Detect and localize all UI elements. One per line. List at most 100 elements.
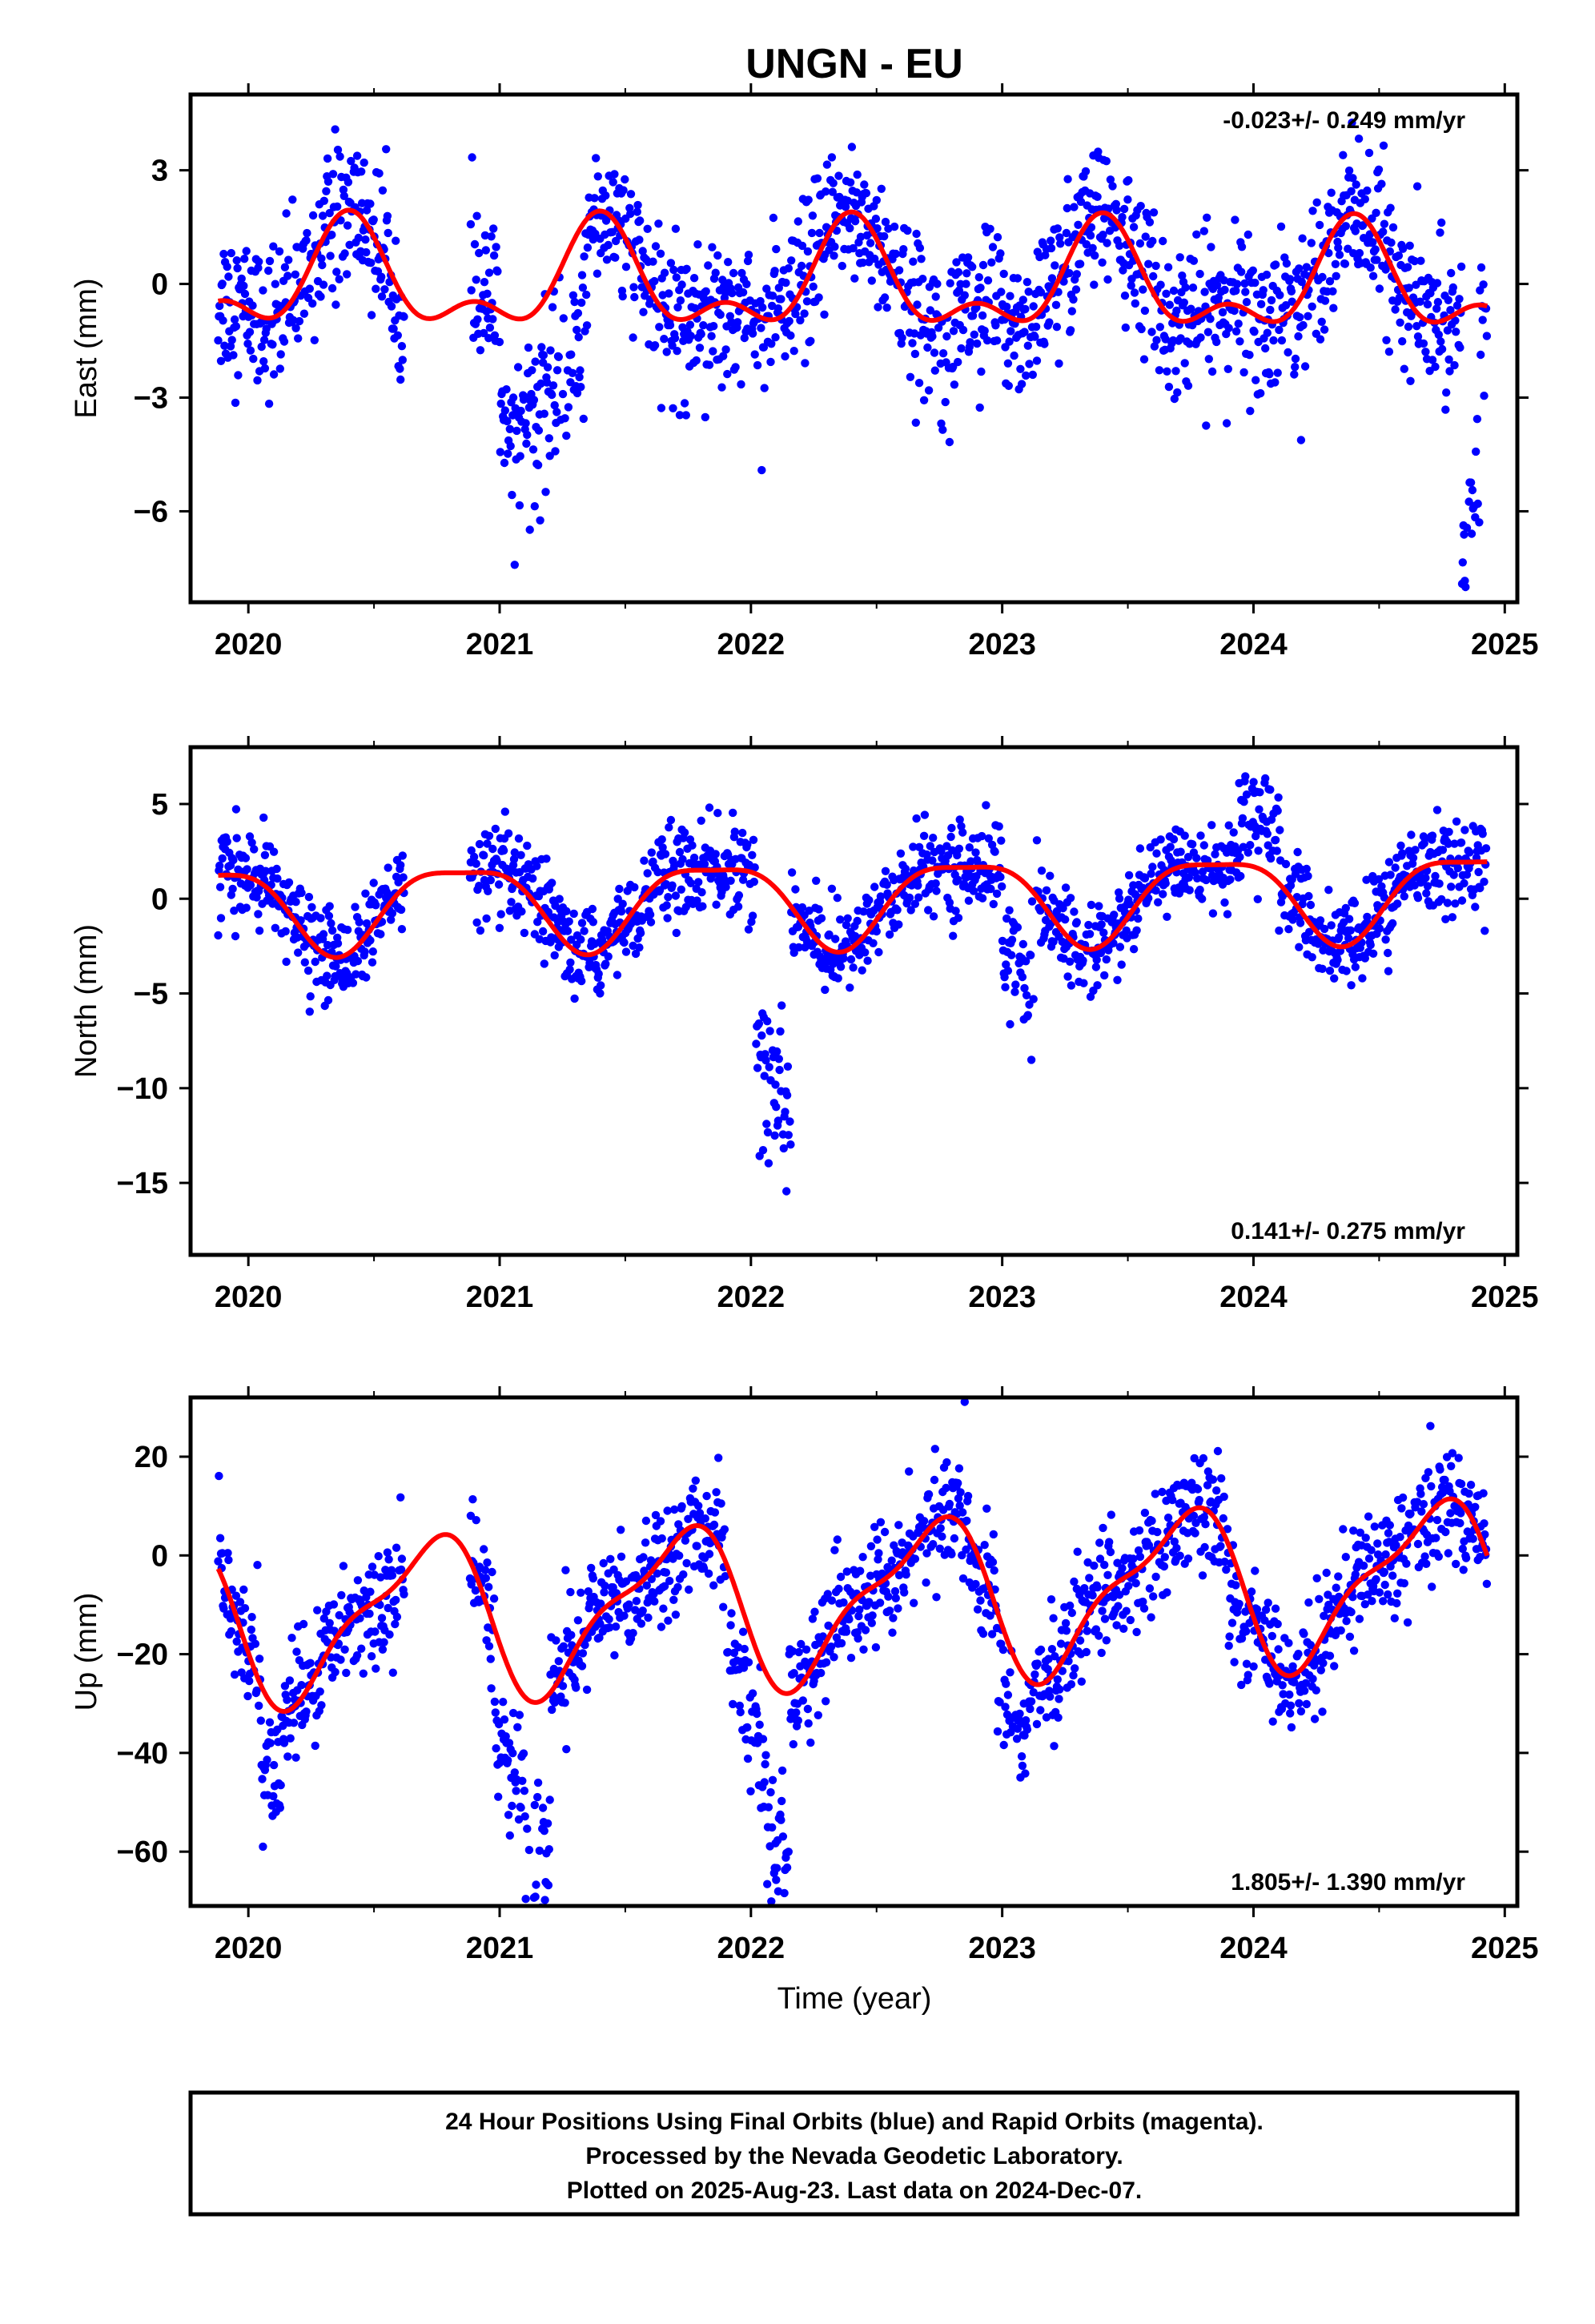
data-point: [1385, 1521, 1395, 1530]
data-point: [1444, 296, 1453, 304]
data-point: [604, 240, 613, 250]
data-point: [748, 911, 757, 920]
data-point: [997, 836, 1006, 845]
data-point: [1223, 1525, 1232, 1534]
data-point: [1273, 1619, 1282, 1629]
data-point: [1063, 972, 1072, 981]
data-point: [620, 938, 629, 947]
data-point: [1437, 218, 1446, 227]
data-point: [1050, 1742, 1059, 1751]
data-point: [1029, 302, 1038, 311]
data-point: [568, 1641, 577, 1650]
data-point: [357, 167, 366, 176]
data-point: [554, 1657, 563, 1666]
data-point: [806, 1738, 815, 1747]
data-point: [387, 915, 396, 924]
data-point: [1472, 415, 1482, 424]
data-point: [1456, 262, 1466, 271]
data-point: [823, 1590, 833, 1598]
data-point: [1207, 821, 1216, 830]
data-point: [254, 910, 263, 919]
data-point: [362, 247, 371, 257]
data-point: [815, 228, 824, 238]
data-point: [1126, 1615, 1135, 1625]
data-point: [1294, 332, 1303, 341]
data-point: [516, 406, 525, 416]
data-point: [1117, 960, 1126, 969]
data-point: [945, 898, 954, 907]
data-point: [1436, 1465, 1444, 1474]
data-point: [638, 1606, 647, 1615]
data-point: [937, 419, 946, 428]
data-point: [584, 1587, 593, 1596]
data-point: [891, 249, 901, 259]
data-point: [513, 363, 523, 372]
data-point: [550, 400, 559, 410]
data-point: [1239, 798, 1248, 806]
y-tick-label: −6: [134, 495, 168, 529]
data-point: [965, 843, 974, 852]
data-point: [1098, 1606, 1107, 1615]
data-point: [521, 419, 530, 428]
data-point: [1424, 1468, 1433, 1477]
data-point: [496, 399, 505, 408]
data-point: [957, 344, 966, 353]
data-point: [808, 211, 818, 220]
data-point: [1387, 238, 1396, 247]
data-point: [1140, 874, 1150, 883]
data-point: [1243, 1671, 1253, 1679]
data-point: [954, 844, 964, 854]
data-point: [1017, 1752, 1027, 1761]
data-point: [1396, 318, 1404, 327]
data-point: [582, 1685, 592, 1695]
data-point: [1291, 363, 1300, 372]
data-point: [1300, 1687, 1309, 1695]
data-point: [508, 1801, 516, 1811]
data-point: [1099, 1523, 1107, 1533]
data-point: [768, 1823, 777, 1832]
data-point: [757, 324, 765, 332]
data-point: [880, 231, 889, 241]
data-point: [1480, 1530, 1489, 1539]
data-point: [954, 1478, 962, 1488]
data-point: [659, 1604, 668, 1613]
data-point: [781, 1108, 789, 1116]
data-point: [492, 1744, 500, 1753]
data-point: [1351, 1570, 1360, 1579]
data-point: [1047, 243, 1056, 253]
data-point: [500, 1715, 509, 1724]
data-point: [808, 1614, 818, 1623]
data-point: [1316, 335, 1325, 344]
data-point: [1434, 330, 1444, 340]
data-point: [912, 229, 921, 239]
data-point: [1046, 1692, 1055, 1701]
data-point: [673, 1582, 682, 1592]
data-point: [938, 425, 947, 434]
data-point: [1156, 835, 1165, 844]
data-point: [827, 153, 837, 162]
data-point: [658, 843, 667, 852]
data-point: [802, 1645, 811, 1654]
data-point: [480, 875, 489, 885]
data-point: [878, 1569, 886, 1578]
data-point: [1072, 270, 1082, 279]
data-point: [1200, 1542, 1209, 1552]
data-point: [661, 1568, 671, 1577]
data-point: [738, 828, 747, 838]
y-tick-label: −40: [117, 1737, 168, 1771]
data-point: [1067, 307, 1077, 316]
data-point: [787, 256, 796, 265]
data-point: [468, 153, 476, 162]
data-point: [1450, 839, 1459, 848]
data-point: [1220, 285, 1229, 295]
y-tick-label: −20: [117, 1638, 168, 1672]
data-point: [400, 1590, 408, 1599]
data-point: [818, 1632, 827, 1641]
data-point: [894, 266, 904, 275]
data-point: [1382, 336, 1391, 344]
data-point: [784, 1848, 793, 1856]
data-point: [664, 1616, 673, 1625]
data-point: [234, 371, 243, 380]
data-point: [966, 857, 975, 866]
data-point: [960, 291, 970, 300]
